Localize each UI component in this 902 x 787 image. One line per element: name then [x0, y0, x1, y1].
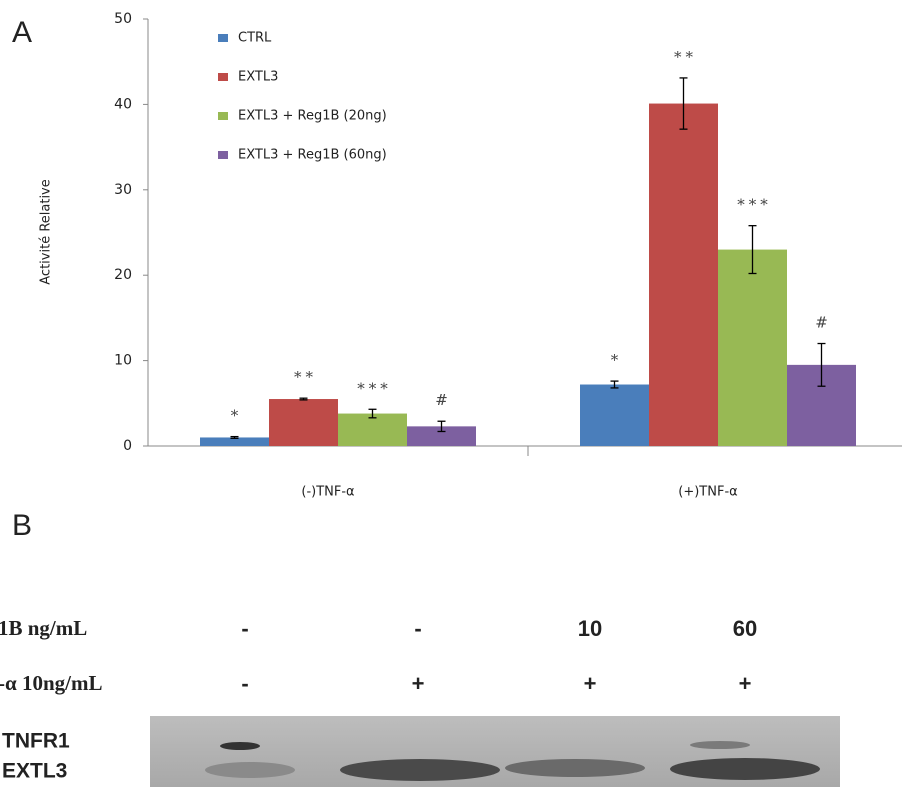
x-tick-label: (-)TNF-α [301, 485, 354, 500]
y-tick-label: 40 [114, 96, 132, 112]
band-label: TNFR1 [2, 730, 70, 753]
blot-band [690, 741, 750, 749]
bar [269, 399, 338, 446]
significance-mark: *** [737, 196, 772, 214]
y-tick-label: 20 [114, 267, 132, 283]
y-tick-label: 10 [114, 353, 132, 369]
row-label: 1B ng/mL [0, 616, 87, 640]
blot-band [670, 758, 820, 780]
legend-label: EXTL3 + Reg1B (20ng) [238, 109, 387, 124]
x-tick-label: (+)TNF-α [678, 485, 737, 500]
cell: + [412, 671, 425, 696]
significance-mark: ** [294, 368, 317, 386]
blot-band [220, 742, 260, 750]
blot [150, 716, 840, 787]
cell: - [241, 671, 248, 696]
bar [718, 250, 787, 446]
bar [580, 385, 649, 446]
y-axis-label: Activité Relative [39, 179, 54, 284]
cell: - [414, 616, 421, 641]
legend-swatch [218, 151, 228, 159]
cell: 60 [733, 616, 757, 641]
y-tick-label: 0 [123, 438, 132, 454]
row-label: -α 10ng/mL [0, 671, 102, 695]
band-label: EXTL3 [2, 760, 67, 783]
panel-label: A [12, 16, 32, 49]
cell: - [241, 616, 248, 641]
significance-mark: ** [674, 48, 697, 66]
significance-mark: # [815, 314, 832, 332]
significance-mark: * [231, 407, 243, 425]
significance-mark: *** [357, 379, 392, 397]
significance-mark: # [435, 391, 452, 409]
cell: + [739, 671, 752, 696]
legend-swatch [218, 34, 228, 42]
cell: 10 [578, 616, 602, 641]
legend-swatch [218, 112, 228, 120]
legend-label: EXTL3 + Reg1B (60ng) [238, 148, 387, 163]
y-tick-label: 50 [114, 11, 132, 27]
legend-swatch [218, 73, 228, 81]
bar [649, 104, 718, 446]
y-tick-label: 30 [114, 182, 132, 198]
blot-band [340, 759, 500, 781]
legend-label: EXTL3 [238, 70, 278, 85]
page: A Activité Relative B 0 10 20 30 40 50 (-)TNF-… [0, 0, 902, 787]
legend-label: CTRL [238, 31, 272, 46]
blot-band [205, 762, 295, 778]
cell: + [584, 671, 597, 696]
blot-band [505, 759, 645, 777]
significance-mark: * [611, 351, 623, 369]
figure: A Activité Relative B 0 10 20 30 40 50 (-)TNF-… [0, 0, 902, 787]
panel-label: B [12, 509, 32, 542]
